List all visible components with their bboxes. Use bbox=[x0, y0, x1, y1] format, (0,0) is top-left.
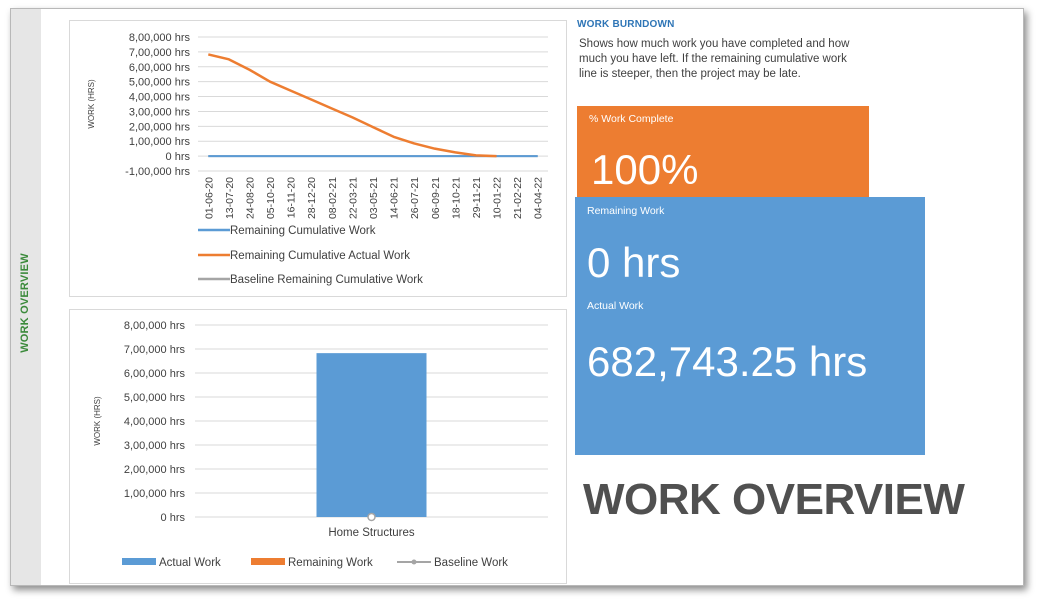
info-description: Shows how much work you have completed a… bbox=[579, 38, 850, 80]
work-stats-chart-svg: 8,00,000 hrs 7,00,000 hrs 6,00,000 hrs 5,00… bbox=[93, 320, 548, 569]
actual-work-value: 682,743.25 hrs bbox=[587, 338, 868, 385]
x-tick-label: 28-12-20 bbox=[306, 177, 318, 219]
work-burndown-chart[interactable]: 8,00,000 hrs 7,00,000 hrs 6,00,000 hrs 5,00… bbox=[69, 20, 567, 297]
x-tick-label: 08-02-21 bbox=[327, 177, 339, 219]
x-tick-label: 21-02-22 bbox=[512, 177, 524, 219]
legend-label: Remaining Work bbox=[288, 557, 373, 569]
y-tick-label: 7,00,000 hrs bbox=[124, 344, 186, 356]
y-tick-label: 5,00,000 hrs bbox=[129, 77, 191, 89]
bar-actual-work bbox=[316, 353, 427, 517]
y-tick-label: 6,00,000 hrs bbox=[124, 368, 186, 380]
x-tick-label: 16-11-20 bbox=[286, 177, 298, 218]
legend-label: Actual Work bbox=[159, 557, 221, 569]
y-tick-label: 8,00,000 hrs bbox=[124, 320, 186, 332]
series-line-1 bbox=[208, 53, 497, 158]
burndown-chart-svg: 8,00,000 hrs 7,00,000 hrs 6,00,000 hrs 5,00… bbox=[87, 32, 548, 286]
percent-complete-label: % Work Complete bbox=[589, 113, 674, 125]
legend-marker bbox=[411, 559, 417, 565]
y-tick-label: 1,00,000 hrs bbox=[129, 136, 191, 148]
y-axis-label: WORK (HRS) bbox=[93, 396, 102, 446]
x-tick-label: 04-04-22 bbox=[533, 177, 545, 219]
y-tick-label: -1,00,000 hrs bbox=[125, 166, 190, 178]
info-title: WORK BURNDOWN bbox=[577, 19, 675, 30]
legend-label: Remaining Cumulative Work bbox=[230, 225, 376, 237]
y-tick-label: 2,00,000 hrs bbox=[124, 464, 186, 476]
percent-complete-card: % Work Complete 100% bbox=[577, 106, 869, 206]
legend-label: Remaining Cumulative Actual Work bbox=[230, 250, 410, 262]
y-tick-label: 1,00,000 hrs bbox=[124, 488, 186, 500]
y-tick-label: 8,00,000 hrs bbox=[129, 32, 191, 44]
x-tick-label: 24-08-20 bbox=[244, 177, 256, 219]
legend-swatch bbox=[251, 558, 285, 565]
x-tick-label: 05-10-20 bbox=[265, 177, 277, 219]
x-tick-label: 26-07-21 bbox=[409, 177, 421, 219]
y-tick-label: 0 hrs bbox=[161, 512, 186, 524]
work-stats-chart[interactable]: 8,00,000 hrs 7,00,000 hrs 6,00,000 hrs 5,00… bbox=[69, 309, 567, 584]
baseline-work-point bbox=[367, 512, 376, 522]
y-axis-label: WORK (HRS) bbox=[87, 79, 96, 129]
x-tick-label: 10-01-22 bbox=[492, 177, 504, 219]
x-category-label: Home Structures bbox=[328, 527, 415, 539]
y-tick-label: 3,00,000 hrs bbox=[129, 106, 191, 118]
legend-label: Baseline Work bbox=[434, 557, 508, 569]
legend-swatch bbox=[122, 558, 156, 565]
actual-work-label: Actual Work bbox=[587, 300, 644, 312]
x-tick-label: 06-09-21 bbox=[430, 177, 442, 219]
y-tick-label: 4,00,000 hrs bbox=[129, 92, 191, 104]
y-tick-label: 2,00,000 hrs bbox=[129, 121, 191, 133]
work-stats-card: Remaining Work 0 hrs Actual Work 682,743… bbox=[575, 197, 925, 455]
remaining-work-value: 0 hrs bbox=[587, 239, 681, 286]
y-tick-label: 5,00,000 hrs bbox=[124, 392, 186, 404]
x-tick-label: 14-06-21 bbox=[389, 177, 401, 219]
percent-complete-value: 100% bbox=[591, 146, 699, 193]
vertical-section-title: WORK OVERVIEW bbox=[19, 253, 31, 353]
x-tick-label: 03-05-21 bbox=[368, 177, 380, 219]
x-tick-label: 13-07-20 bbox=[224, 177, 236, 219]
remaining-work-label: Remaining Work bbox=[587, 205, 665, 217]
y-tick-label: 6,00,000 hrs bbox=[129, 62, 191, 74]
x-tick-label: 29-11-21 bbox=[471, 177, 483, 218]
report-title: WORK OVERVIEW bbox=[583, 475, 965, 524]
x-tick-label: 18-10-21 bbox=[450, 177, 462, 219]
y-tick-label: 0 hrs bbox=[166, 151, 191, 163]
x-tick-label: 01-06-20 bbox=[203, 177, 215, 219]
y-tick-label: 4,00,000 hrs bbox=[124, 416, 186, 428]
x-tick-label: 22-03-21 bbox=[347, 177, 359, 219]
left-strip: WORK OVERVIEW bbox=[11, 9, 41, 585]
y-tick-label: 7,00,000 hrs bbox=[129, 47, 191, 59]
y-tick-label: 3,00,000 hrs bbox=[124, 440, 186, 452]
legend-label: Baseline Remaining Cumulative Work bbox=[230, 274, 423, 286]
report-page: WORK OVERVIEW 8,00,000 hrs 7,00,000 hrs 6,… bbox=[10, 8, 1024, 586]
